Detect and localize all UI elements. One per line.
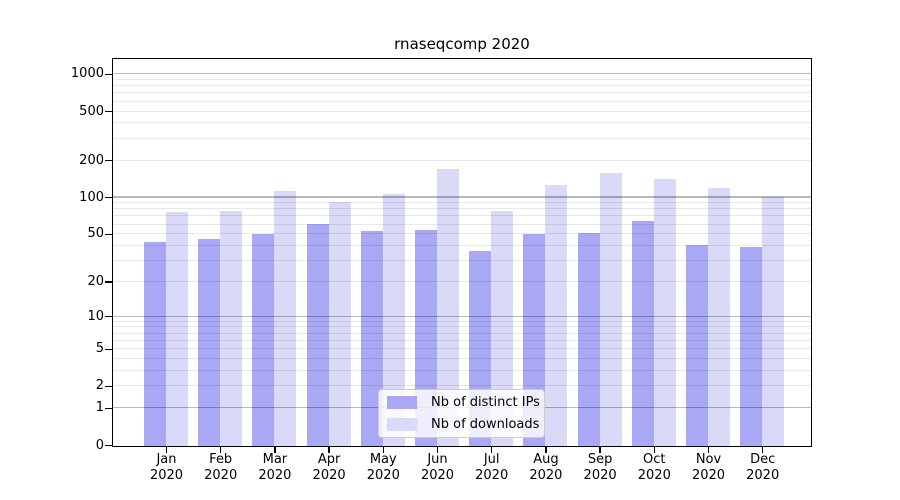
bar-distinct-ips-mar xyxy=(252,233,275,446)
y-tick-label: 100 xyxy=(79,189,104,205)
legend-label: Nb of downloads xyxy=(431,417,540,432)
x-tick-label: Sep 2020 xyxy=(583,452,617,483)
bar-downloads-aug xyxy=(545,185,568,446)
y-tick-mark xyxy=(105,281,113,283)
y-tick-mark xyxy=(105,196,113,199)
y-tick-label: 1000 xyxy=(70,66,104,82)
y-tick-label: 50 xyxy=(87,226,104,242)
y-tick-mark xyxy=(105,315,113,318)
y-tick-label: 1 xyxy=(95,400,104,416)
bar-downloads-nov xyxy=(708,187,730,446)
bar-downloads-jul xyxy=(491,211,514,446)
y-tick-mark xyxy=(105,233,113,235)
x-tick-mark xyxy=(707,447,710,453)
x-tick-mark xyxy=(545,447,547,453)
bar-distinct-ips-nov xyxy=(686,245,708,446)
x-tick-mark xyxy=(436,447,439,453)
bar-downloads-apr xyxy=(328,201,351,446)
bars-layer xyxy=(113,59,811,446)
y-tick-mark xyxy=(105,407,113,409)
y-tick-label: 500 xyxy=(79,103,104,119)
x-tick-mark xyxy=(165,447,168,453)
x-tick-mark xyxy=(220,447,222,453)
y-tick-label: 20 xyxy=(87,273,104,289)
x-tick-label: Apr 2020 xyxy=(312,452,346,483)
bar-distinct-ips-jan xyxy=(144,241,166,446)
x-tick-label: May 2020 xyxy=(366,452,400,483)
bar-downloads-jan xyxy=(166,211,188,446)
bar-downloads-feb xyxy=(220,210,243,446)
legend-swatch-distinct-ips xyxy=(387,396,417,409)
x-tick-label: Aug 2020 xyxy=(529,452,563,483)
y-tick-mark xyxy=(105,110,113,113)
chart-title: rnaseqcomp 2020 xyxy=(394,35,530,53)
x-tick-mark xyxy=(328,447,330,453)
x-tick-label: Jan 2020 xyxy=(149,452,184,483)
legend-swatch-downloads xyxy=(387,418,417,431)
x-tick-mark xyxy=(653,447,655,453)
bar-distinct-ips-may xyxy=(360,230,383,446)
x-tick-mark xyxy=(382,447,384,453)
bar-downloads-may xyxy=(382,193,405,446)
legend: Nb of distinct IPs Nb of downloads xyxy=(378,389,545,438)
x-tick-label: Jun 2020 xyxy=(420,452,455,483)
bar-distinct-ips-apr xyxy=(306,224,329,446)
bar-downloads-dec xyxy=(762,197,785,446)
bar-downloads-oct xyxy=(653,179,676,446)
x-tick-label: Nov 2020 xyxy=(691,452,726,483)
legend-row: Nb of downloads xyxy=(387,417,540,432)
y-tick-label: 200 xyxy=(79,152,104,168)
x-tick-label: Jul 2020 xyxy=(475,452,509,483)
x-tick-label: Mar 2020 xyxy=(258,452,292,483)
y-tick-mark xyxy=(105,348,113,350)
bar-downloads-sep xyxy=(599,173,622,446)
bar-distinct-ips-dec xyxy=(740,246,763,446)
x-tick-mark xyxy=(274,447,276,453)
x-tick-mark xyxy=(491,447,493,453)
legend-label: Nb of distinct IPs xyxy=(431,395,540,410)
y-tick-label: 0 xyxy=(95,437,104,453)
bar-distinct-ips-oct xyxy=(631,220,654,446)
bar-distinct-ips-feb xyxy=(198,239,221,446)
x-tick-label: Dec 2020 xyxy=(746,452,780,483)
y-tick-mark xyxy=(105,73,113,76)
plot-area xyxy=(111,58,812,447)
x-tick-mark xyxy=(762,447,764,453)
bar-distinct-ips-sep xyxy=(577,232,600,446)
y-tick-label: 2 xyxy=(95,378,104,394)
bar-downloads-mar xyxy=(274,191,297,446)
legend-row: Nb of distinct IPs xyxy=(387,395,540,410)
y-tick-mark xyxy=(105,444,113,447)
y-tick-label: 10 xyxy=(87,308,104,324)
y-tick-mark xyxy=(105,159,113,162)
x-tick-label: Oct 2020 xyxy=(637,452,671,483)
y-tick-mark xyxy=(105,385,113,388)
x-tick-mark xyxy=(599,447,601,453)
x-tick-label: Feb 2020 xyxy=(204,452,238,483)
bar-downloads-jun xyxy=(437,168,459,446)
y-tick-label: 5 xyxy=(95,341,104,357)
